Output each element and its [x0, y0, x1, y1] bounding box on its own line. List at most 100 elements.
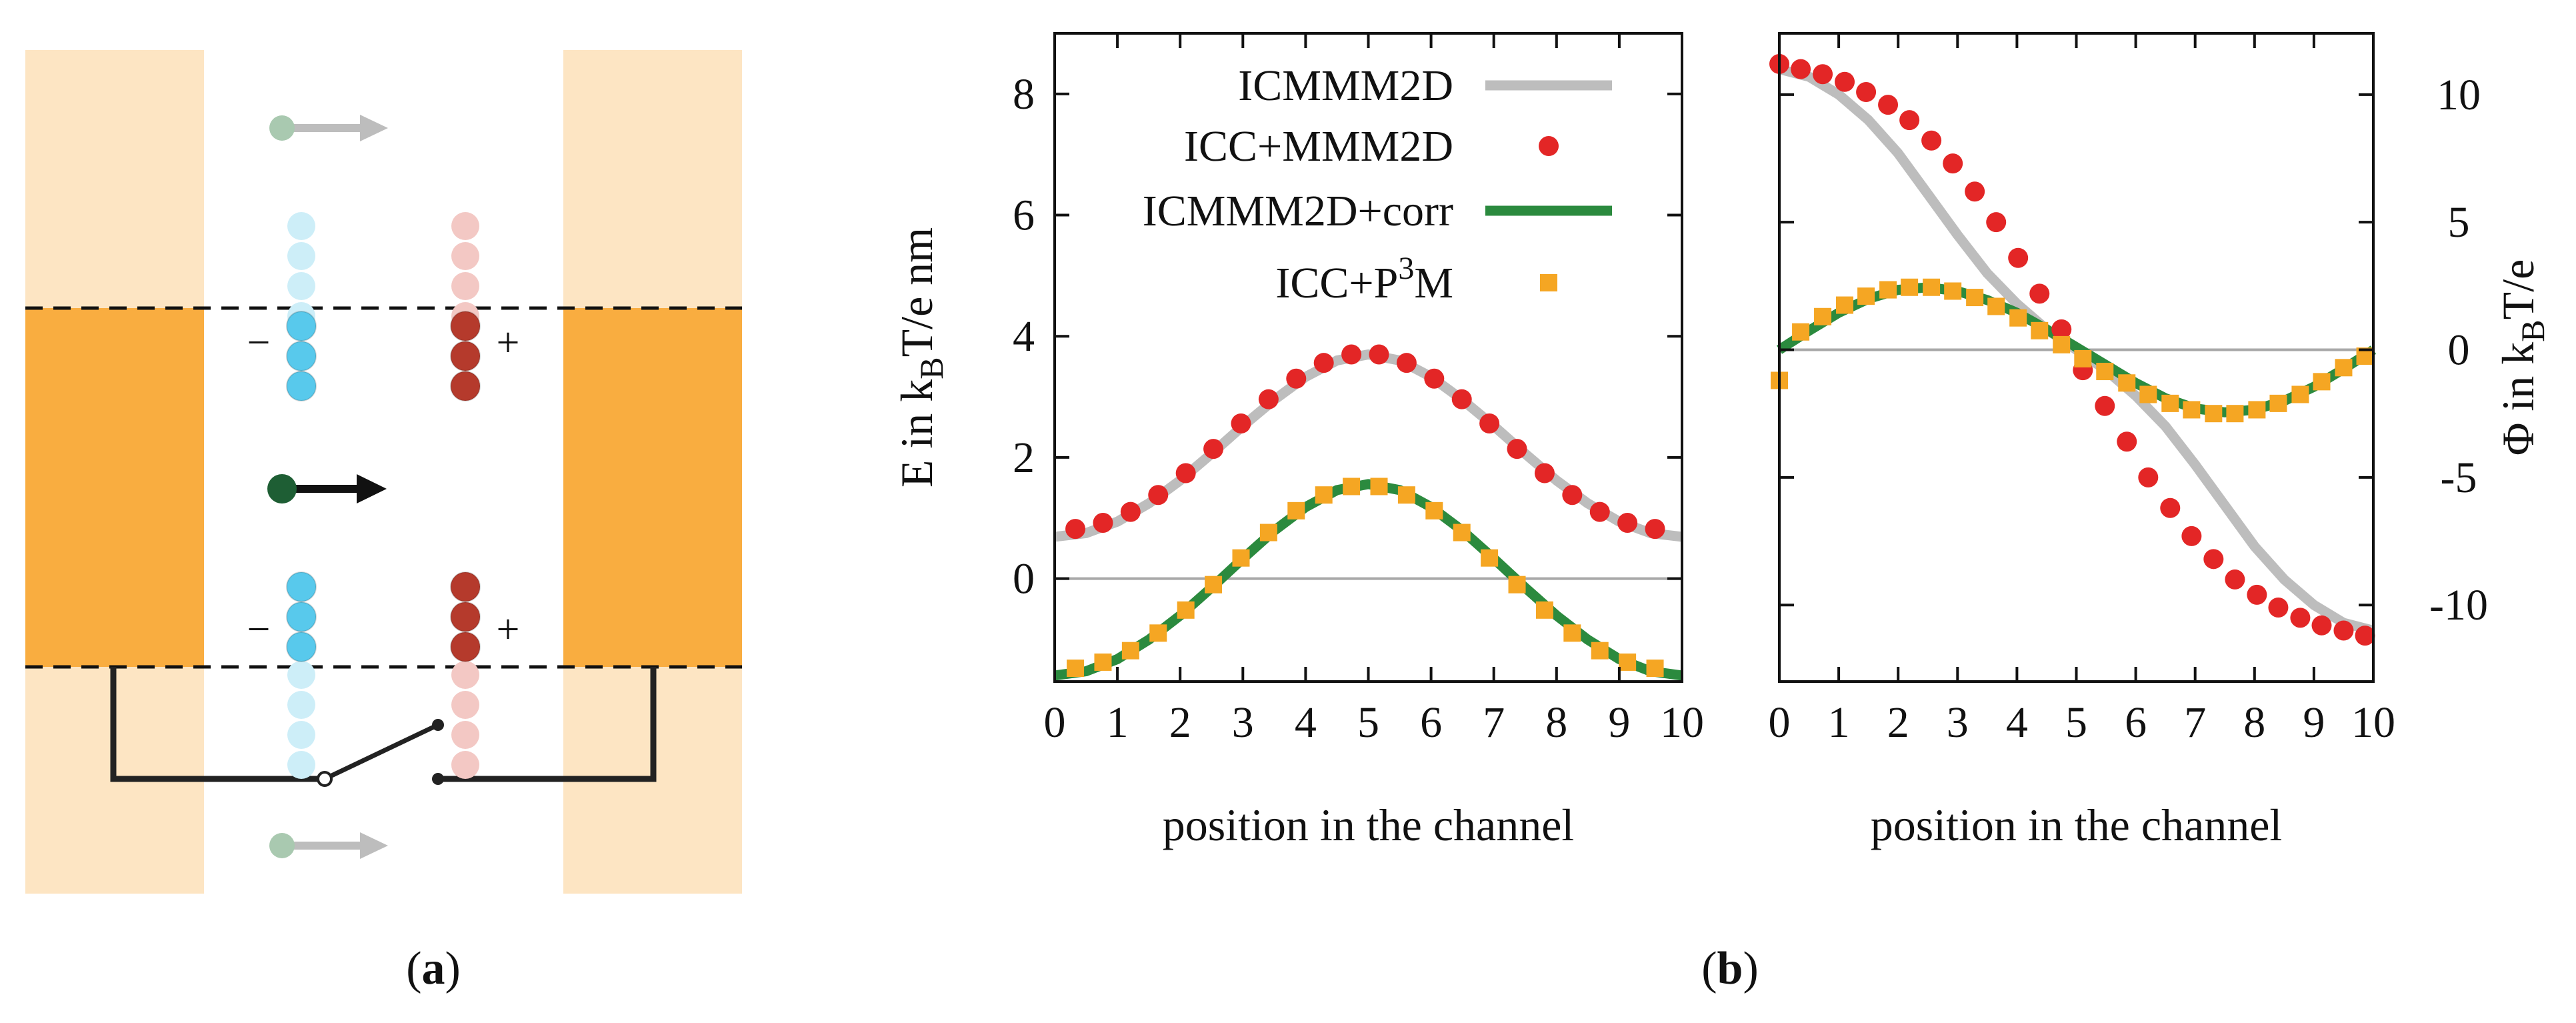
x-axis-label: position in the channel	[1871, 800, 2283, 850]
data-point-ICC+MMM2D	[2225, 569, 2245, 590]
data-point-ICC+P³M	[2074, 349, 2092, 367]
data-point-ICC+MMM2D	[1369, 344, 1389, 365]
y-axis-label-rest: T/e	[2493, 259, 2543, 320]
data-point-ICC+P³M	[2248, 401, 2266, 419]
x-tick-label: 6	[1420, 698, 1442, 747]
panel-a-schematic: − + − + (a)	[25, 50, 742, 994]
data-point-ICC+MMM2D	[1534, 463, 1555, 483]
y-axis-label: E in kBT/e nm	[891, 227, 950, 487]
anion-faint-ball	[287, 751, 315, 779]
y-tick-label: 0	[2448, 326, 2470, 375]
legend-swatch-dot	[1539, 136, 1559, 156]
switch-contact-bottom	[432, 773, 444, 785]
data-point-ICC+P³M	[1067, 660, 1085, 678]
cation-ball	[450, 311, 481, 341]
data-point-ICC+P³M	[1121, 642, 1139, 660]
data-point-ICC+P³M	[1315, 486, 1333, 504]
cation-faint-ball	[451, 242, 479, 270]
data-point-ICC+P³M	[2009, 309, 2027, 327]
y-tick-label: -5	[2441, 453, 2477, 502]
data-point-ICC+P³M	[2269, 394, 2287, 412]
data-point-ICC+MMM2D	[1813, 64, 1833, 85]
x-tick-label: 2	[1169, 698, 1191, 747]
x-tick-label: 9	[2303, 698, 2325, 747]
data-point-ICC+P³M	[1287, 501, 1305, 520]
x-tick-label: 4	[2006, 698, 2028, 747]
data-point-ICC+P³M	[1646, 660, 1664, 678]
anion-faint-ball	[287, 272, 315, 300]
data-point-ICC+P³M	[1259, 524, 1277, 542]
x-tick-label: 5	[1357, 698, 1379, 747]
data-point-ICC+MMM2D	[1120, 501, 1141, 522]
x-tick-label: 1	[1828, 698, 1850, 747]
data-point-ICC+P³M	[1923, 278, 1941, 296]
data-point-ICC+MMM2D	[1313, 353, 1334, 373]
y-axis-label-sub: B	[2514, 319, 2551, 341]
data-point-ICC+MMM2D	[1986, 212, 2007, 233]
data-point-ICC+MMM2D	[1451, 389, 1472, 409]
y-tick-label: 0	[1013, 555, 1035, 604]
data-point-ICC+P³M	[1535, 601, 1553, 619]
data-point-ICC+MMM2D	[2355, 626, 2375, 646]
data-point-ICC+MMM2D	[1835, 71, 1855, 92]
x-axis-label: position in the channel	[1163, 800, 1575, 850]
anion-ball	[286, 632, 317, 662]
y-tick-label: 10	[2437, 71, 2481, 119]
data-point-ICC+P³M	[2139, 385, 2157, 403]
cation-ball	[450, 371, 481, 401]
data-point-ICC+MMM2D	[2008, 247, 2029, 268]
data-point-ICC+MMM2D	[1286, 368, 1307, 389]
data-point-ICC+P³M	[1232, 549, 1250, 567]
cation-faint-ball	[451, 751, 479, 779]
panel-b-letter: b	[1717, 943, 1743, 994]
data-point-ICC+MMM2D	[2247, 584, 2267, 605]
legend-label: ICMMM2D+corr	[1143, 187, 1453, 235]
minus-sign-bottom: −	[247, 607, 271, 652]
switch-lever	[323, 722, 439, 782]
data-point-ICC+MMM2D	[2138, 467, 2159, 487]
legend-label: ICC+P3M	[1275, 251, 1453, 307]
y-tick-label: -10	[2429, 581, 2488, 630]
plus-sign-top: +	[497, 320, 520, 365]
data-point-ICC+P³M	[1591, 642, 1609, 660]
switch-pivot	[317, 771, 333, 787]
particle-arrow-middle-head	[357, 474, 387, 503]
switch-contact-top	[432, 719, 444, 731]
data-point-ICC+P³M	[2053, 335, 2071, 353]
data-point-ICC+MMM2D	[1148, 485, 1169, 505]
data-point-ICC+MMM2D	[2203, 549, 2224, 570]
data-point-ICC+P³M	[2205, 405, 2223, 423]
panel-a-letter: a	[422, 943, 445, 994]
anion-faint-ball	[287, 242, 315, 270]
series-line-ICMMM2D	[1054, 349, 1683, 542]
data-point-ICC+P³M	[2183, 401, 2201, 419]
data-point-ICC+MMM2D	[1175, 463, 1196, 483]
data-point-ICC+MMM2D	[1899, 110, 1920, 131]
data-point-ICC+P³M	[1792, 323, 1810, 341]
plus-sign-bottom: +	[497, 607, 520, 652]
cation-faint-ball	[451, 721, 479, 749]
y-tick-label: 5	[2448, 198, 2470, 247]
data-point-ICC+MMM2D	[2117, 431, 2137, 452]
data-point-ICC+MMM2D	[1943, 153, 1963, 174]
data-point-ICC+MMM2D	[1856, 82, 1877, 103]
data-point-ICC+MMM2D	[1479, 413, 1500, 434]
data-point-ICC+P³M	[2096, 363, 2114, 381]
anion-faint-ball	[287, 721, 315, 749]
anion-faint-ball	[287, 691, 315, 719]
data-point-ICC+P³M	[1966, 289, 1984, 307]
x-tick-label: 4	[1295, 698, 1317, 747]
data-point-ICC+MMM2D	[1424, 368, 1445, 389]
cation-ball	[450, 602, 481, 632]
data-point-ICC+P³M	[2226, 405, 2244, 423]
minus-sign-top: −	[247, 320, 271, 365]
legend-label: ICC+MMM2D	[1184, 122, 1453, 171]
x-tick-label: 7	[1483, 698, 1505, 747]
data-point-ICC+P³M	[2118, 374, 2136, 392]
data-point-ICC+MMM2D	[1231, 413, 1251, 434]
x-tick-label: 1	[1107, 698, 1129, 747]
y-axis-label-main: Φ in k	[2493, 342, 2543, 456]
x-tick-label: 2	[1887, 698, 1909, 747]
x-tick-label: 5	[2065, 698, 2087, 747]
charge-columns	[286, 212, 481, 779]
